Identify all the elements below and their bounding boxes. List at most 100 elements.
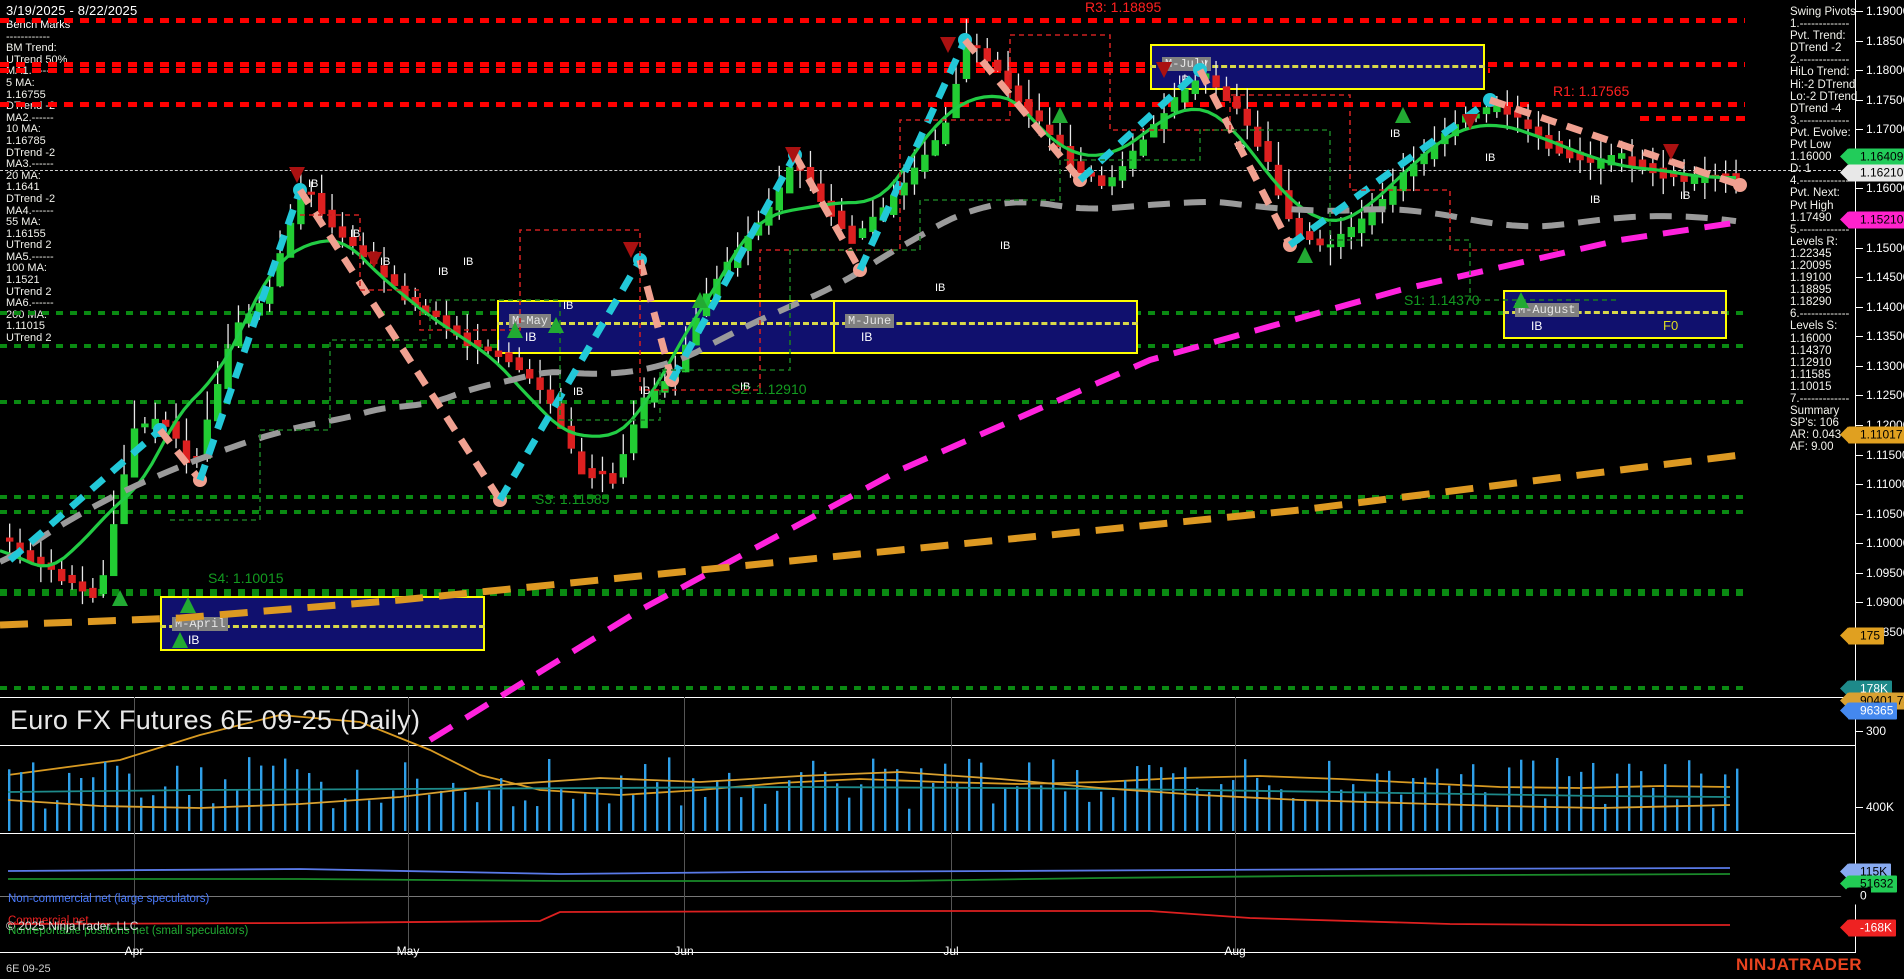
candle-body [68,574,76,584]
swing-pivot-line: Hi:-2 DTrend [1790,78,1856,91]
price-axis-tick [1856,129,1863,131]
candle-body [1586,156,1595,163]
benchmark-line: UTrend 50% [6,53,68,66]
price-axis-label: 1.14500 [1866,270,1904,285]
swing-pivot-line: 7.------------- [1790,393,1850,405]
volume-bar [644,764,647,831]
swing-pivot-line: 1.12910 [1790,356,1832,369]
volume-bar [1496,807,1499,831]
buy-signal-arrow [507,322,523,338]
candle-body [1597,158,1605,169]
volume-bar [104,761,107,831]
pivot-line-s2 [0,400,1745,404]
price-tag[interactable]: 0 [1840,887,1871,905]
month-box-midline [497,322,872,325]
volume-bar [1448,785,1451,831]
volume-bar [1196,787,1199,831]
price-tag[interactable]: 175 [1840,627,1885,645]
candle-body [1482,107,1491,115]
volume-bar [1700,773,1703,831]
volume-bar [824,771,827,831]
volume-bar [1184,767,1187,831]
candle-body [245,313,253,324]
candle-body [141,423,149,428]
candle-body [328,209,336,228]
volume-bar [1364,791,1367,831]
candle-body [37,556,45,567]
volume-bar [752,785,755,831]
price-tag[interactable]: 1.11017 [1840,426,1904,444]
pane-separator [0,952,1856,953]
ib-marker: IB [935,282,946,294]
candle-body [1316,238,1324,246]
benchmark-line: 5 MA: [6,76,35,89]
volume-bar [368,800,371,831]
month-box-label: M-June [845,314,895,328]
volume-bar [740,797,743,831]
price-axis-tick [1856,572,1863,574]
volume-bar [860,784,863,831]
candle-body [1243,108,1251,126]
x-axis-label: Apr [124,944,144,958]
candle-wick [1329,230,1332,266]
price-axis-label: 1.16000 [1866,181,1904,196]
candle-body [1576,151,1584,161]
pivot-level-label: S4: 1.10015 [208,570,284,586]
candle-body [276,253,284,287]
volume-bar [224,779,227,831]
ma-200-orange-line [0,451,1741,629]
volume-bar [1112,797,1115,831]
candle-body [515,357,523,371]
volume-bar [320,781,323,831]
volume-bar [1148,765,1151,831]
month-box[interactable] [833,300,1138,354]
benchmark-line: 1.11015 [6,320,45,333]
volume-bar [1064,791,1067,831]
volume-bar [608,803,611,831]
price-axis-label: 1.13500 [1866,329,1904,344]
volume-bar [596,787,599,831]
candle-body [1670,171,1678,178]
subpane-axis-tick [1856,807,1863,808]
volume-bar [464,792,467,831]
volume-bar [1688,760,1691,831]
x-axis-label: Jul [943,944,959,958]
candle-body [474,340,482,347]
price-tag[interactable]: 1.16409 [1840,148,1904,166]
volume-bar [1436,768,1439,831]
candle-body [806,166,815,183]
price-tag[interactable]: 96365 [1840,702,1898,720]
volume-bar [128,773,131,831]
date-range-label: 3/19/2025 - 8/22/2025 [6,3,138,18]
price-tag[interactable]: 1.16210 [1840,164,1904,182]
price-axis-label: 1.17000 [1866,122,1904,137]
buy-signal-arrow [1052,107,1068,123]
volume-bar [1040,785,1043,831]
volume-bar [488,790,491,831]
candle-body [1170,97,1179,112]
candle-body [26,550,35,563]
price-tag[interactable]: -168K [1840,919,1897,937]
ib-marker: IB [1680,190,1691,202]
commercial-net-line [7,910,1730,926]
ib-marker: IB [1485,152,1496,164]
candle-body [567,425,575,449]
volume-bar [296,769,299,831]
swing-down-trendline [636,259,676,381]
volume-bar [1484,792,1487,831]
volume-bar [164,786,167,831]
candle-body [775,187,783,211]
swing-pivot-line: 1.16000 [1790,332,1832,345]
candle-body [172,421,180,439]
price-axis-label: 1.10500 [1866,506,1904,521]
trailing-stop-stepline [300,34,1560,391]
candle-body [890,194,898,215]
volume-bar [44,808,47,831]
candle-body [661,381,669,393]
sell-signal-arrow [1462,114,1478,130]
swing-pivots-panel: Swing Pivots 1.------------- Pvt. Trend: D… [1790,6,1890,453]
candle-body [58,568,66,582]
price-tag[interactable]: 1.15210 [1840,211,1904,229]
volume-bar [428,794,431,831]
volume-bar [1604,803,1607,831]
